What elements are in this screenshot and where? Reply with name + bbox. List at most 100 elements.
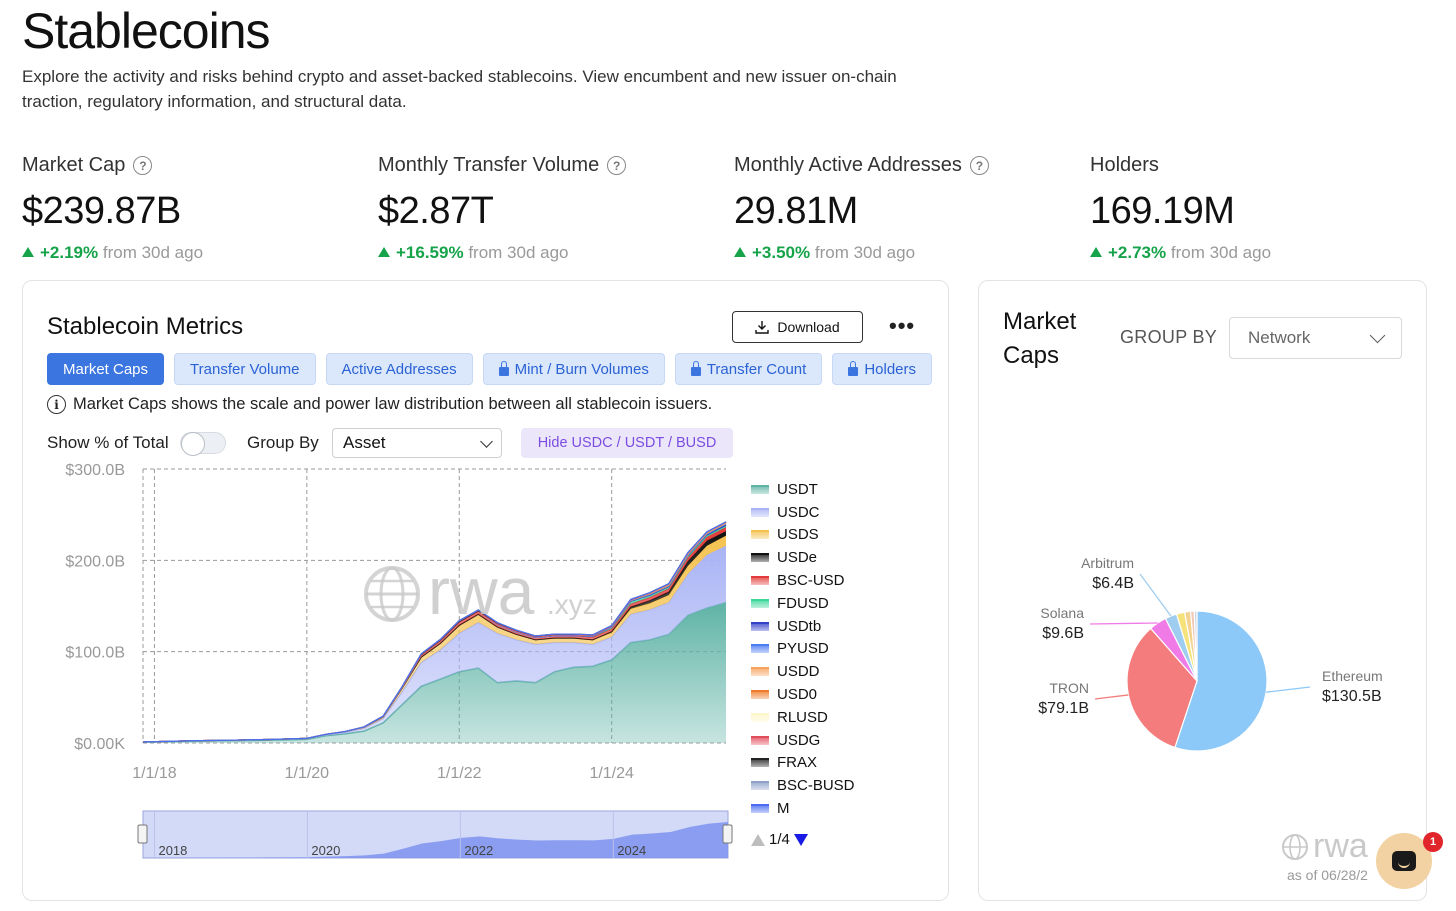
- legend-item-usdg[interactable]: USDG: [751, 729, 855, 752]
- hide-major-stablecoins-button[interactable]: Hide USDC / USDT / BUSD: [521, 428, 733, 458]
- trend-up-icon: [378, 247, 390, 257]
- legend-label: USD0: [777, 686, 818, 704]
- group-by-value: Network: [1248, 328, 1311, 347]
- watermark-text: rwa: [428, 554, 535, 628]
- pie-label-value: $6.4B: [1092, 575, 1134, 592]
- tab-transfer-count[interactable]: Transfer Count: [674, 353, 823, 385]
- group-by-select[interactable]: Asset: [332, 428, 502, 458]
- stat-change: +3.50%: [752, 243, 811, 262]
- legend-page: 1/4: [769, 831, 790, 848]
- legend-item-rlusd[interactable]: RLUSD: [751, 706, 855, 729]
- pie-leader-line: [1094, 694, 1129, 700]
- legend-item-frax[interactable]: FRAX: [751, 752, 855, 775]
- stat-change: +2.19%: [40, 243, 99, 262]
- y-tick-label: $0.00K: [74, 736, 125, 753]
- stat-monthly-active-addresses: Monthly Active Addresses? 29.81M +3.50% …: [734, 154, 1064, 263]
- legend-label: USDG: [777, 731, 821, 749]
- pie-slice-ethereum[interactable]: [1174, 610, 1268, 752]
- more-options-icon[interactable]: •••: [889, 313, 916, 338]
- tab-active-addresses[interactable]: Active Addresses: [325, 353, 473, 385]
- stat-value: $239.87B: [22, 190, 181, 232]
- legend-item-bsc-usd[interactable]: BSC-USD: [751, 569, 855, 592]
- stat-monthly-transfer-volume: Monthly Transfer Volume? $2.87T +16.59% …: [378, 154, 708, 263]
- stat-change-suffix: from 30d ago: [468, 243, 569, 262]
- download-button[interactable]: Download: [732, 311, 863, 343]
- legend-next-icon[interactable]: [793, 833, 808, 846]
- trend-up-icon: [1090, 247, 1102, 257]
- chart-controls: Show % of Total Group By Asset Hide USDC…: [47, 428, 747, 458]
- legend-label: USDe: [777, 549, 818, 567]
- help-icon[interactable]: ?: [607, 156, 627, 175]
- lock-icon: [498, 360, 509, 376]
- stat-market-cap: Market Cap? $239.87B +2.19% from 30d ago: [22, 154, 352, 263]
- chart-legend: USDT USDC USDS USDe BSC-USD FDUSD USDtb PYUSD US…: [751, 478, 855, 820]
- area-series-usdc: [143, 545, 726, 743]
- stat-holders: Holders 169.19M +2.73% from 30d ago: [1090, 154, 1420, 263]
- legend-label: M: [777, 800, 790, 818]
- legend-item-usdtb[interactable]: USDtb: [751, 615, 855, 638]
- y-tick-label: $100.0B: [65, 645, 125, 662]
- stat-label: Market Cap: [22, 154, 126, 176]
- tab-mint-burn-volumes[interactable]: Mint / Burn Volumes: [482, 353, 665, 385]
- stat-change-suffix: from 30d ago: [1170, 243, 1272, 262]
- stat-label: Holders: [1090, 154, 1159, 176]
- chart-axes: $0.00K $100.0B $200.0B $300.0B 1/1/18 1/1/20 1…: [65, 462, 634, 782]
- show-pct-label: Show % of Total: [47, 433, 169, 452]
- tab-label: Transfer Count: [706, 360, 807, 378]
- legend-item-usds[interactable]: USDS: [751, 524, 855, 547]
- stat-change: +16.59%: [396, 243, 464, 262]
- chat-icon: [1392, 851, 1416, 871]
- x-tick-label: 1/1/20: [285, 765, 330, 782]
- series-line-m: [142, 521, 727, 743]
- help-icon[interactable]: ?: [133, 156, 153, 175]
- legend-swatch: [751, 553, 769, 563]
- stat-change-suffix: from 30d ago: [814, 243, 916, 262]
- tab-holders[interactable]: Holders: [832, 353, 933, 385]
- globe-icon: [1282, 833, 1308, 860]
- legend-label: FDUSD: [777, 594, 829, 612]
- pie-leader-line: [1139, 573, 1172, 617]
- tab-label: Mint / Burn Volumes: [514, 360, 649, 378]
- pie-slice-tron[interactable]: [1126, 627, 1198, 749]
- legend-swatch: [751, 781, 769, 791]
- pie-label-value: $79.1B: [1038, 700, 1089, 717]
- navigator-handle[interactable]: [722, 824, 733, 844]
- watermark-text: rwa: [1313, 827, 1368, 865]
- legend-item-fdusd[interactable]: FDUSD: [751, 592, 855, 615]
- legend-pager: 1/4: [751, 831, 808, 848]
- group-by-network-select[interactable]: Network: [1229, 317, 1402, 359]
- tab-label: Active Addresses: [341, 360, 457, 378]
- pie-label-value: $9.6B: [1042, 625, 1084, 642]
- stat-value: 29.81M: [734, 190, 858, 232]
- legend-label: FRAX: [777, 754, 818, 772]
- legend-prev-icon[interactable]: [751, 833, 765, 846]
- pie-watermark: rwa: [1281, 827, 1368, 866]
- legend-item-pyusd[interactable]: PYUSD: [751, 638, 855, 661]
- lock-icon: [690, 360, 701, 376]
- navigator-tick-label: 2024: [617, 843, 646, 858]
- legend-item-bsc-busd[interactable]: BSC-BUSD: [751, 774, 855, 797]
- pie-label-name: Solana: [1040, 605, 1084, 621]
- pie-slice[interactable]: [1193, 610, 1198, 682]
- network-pie-chart: Ethereum $130.5B TRON $79.1B Solana $9.6B Arbi…: [1038, 555, 1383, 752]
- legend-item-usdd[interactable]: USDD: [751, 660, 855, 683]
- legend-item-m[interactable]: M: [751, 797, 855, 820]
- legend-swatch: [751, 507, 769, 517]
- x-tick-label: 1/1/18: [132, 765, 177, 782]
- legend-item-usd0[interactable]: USD0: [751, 683, 855, 706]
- show-pct-toggle[interactable]: [180, 432, 226, 456]
- navigator-tick-label: 2020: [311, 843, 340, 858]
- help-icon[interactable]: ?: [969, 156, 989, 175]
- tab-transfer-volume[interactable]: Transfer Volume: [174, 353, 316, 385]
- legend-item-usdc[interactable]: USDC: [751, 501, 855, 524]
- stat-change: +2.73%: [1108, 243, 1167, 262]
- stablecoin-metrics-card: Stablecoin Metrics Download ••• Market C…: [22, 280, 949, 901]
- legend-swatch: [751, 804, 769, 814]
- legend-item-usde[interactable]: USDe: [751, 546, 855, 569]
- navigator-handle[interactable]: [137, 824, 148, 844]
- legend-swatch: [751, 758, 769, 768]
- range-navigator[interactable]: 2018 2020 2022 2024: [137, 810, 733, 859]
- legend-item-usdt[interactable]: USDT: [751, 478, 855, 501]
- chat-launcher-button[interactable]: [1376, 833, 1432, 889]
- tab-market-caps[interactable]: Market Caps: [47, 353, 165, 385]
